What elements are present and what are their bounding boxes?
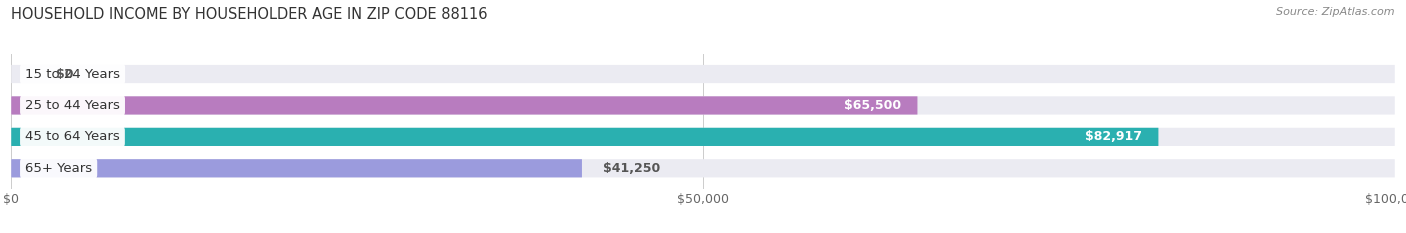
- FancyBboxPatch shape: [11, 159, 582, 177]
- FancyBboxPatch shape: [11, 128, 1395, 146]
- Text: 25 to 44 Years: 25 to 44 Years: [25, 99, 120, 112]
- Text: HOUSEHOLD INCOME BY HOUSEHOLDER AGE IN ZIP CODE 88116: HOUSEHOLD INCOME BY HOUSEHOLDER AGE IN Z…: [11, 7, 488, 22]
- Text: 45 to 64 Years: 45 to 64 Years: [25, 130, 120, 143]
- FancyBboxPatch shape: [11, 128, 1159, 146]
- FancyBboxPatch shape: [11, 96, 1395, 115]
- Text: $0: $0: [55, 68, 73, 81]
- Text: 65+ Years: 65+ Years: [25, 162, 93, 175]
- Text: $65,500: $65,500: [844, 99, 901, 112]
- Text: $41,250: $41,250: [603, 162, 659, 175]
- Text: 15 to 24 Years: 15 to 24 Years: [25, 68, 120, 81]
- FancyBboxPatch shape: [11, 159, 1395, 177]
- FancyBboxPatch shape: [11, 65, 1395, 83]
- FancyBboxPatch shape: [11, 96, 918, 115]
- Text: $82,917: $82,917: [1085, 130, 1142, 143]
- Text: Source: ZipAtlas.com: Source: ZipAtlas.com: [1277, 7, 1395, 17]
